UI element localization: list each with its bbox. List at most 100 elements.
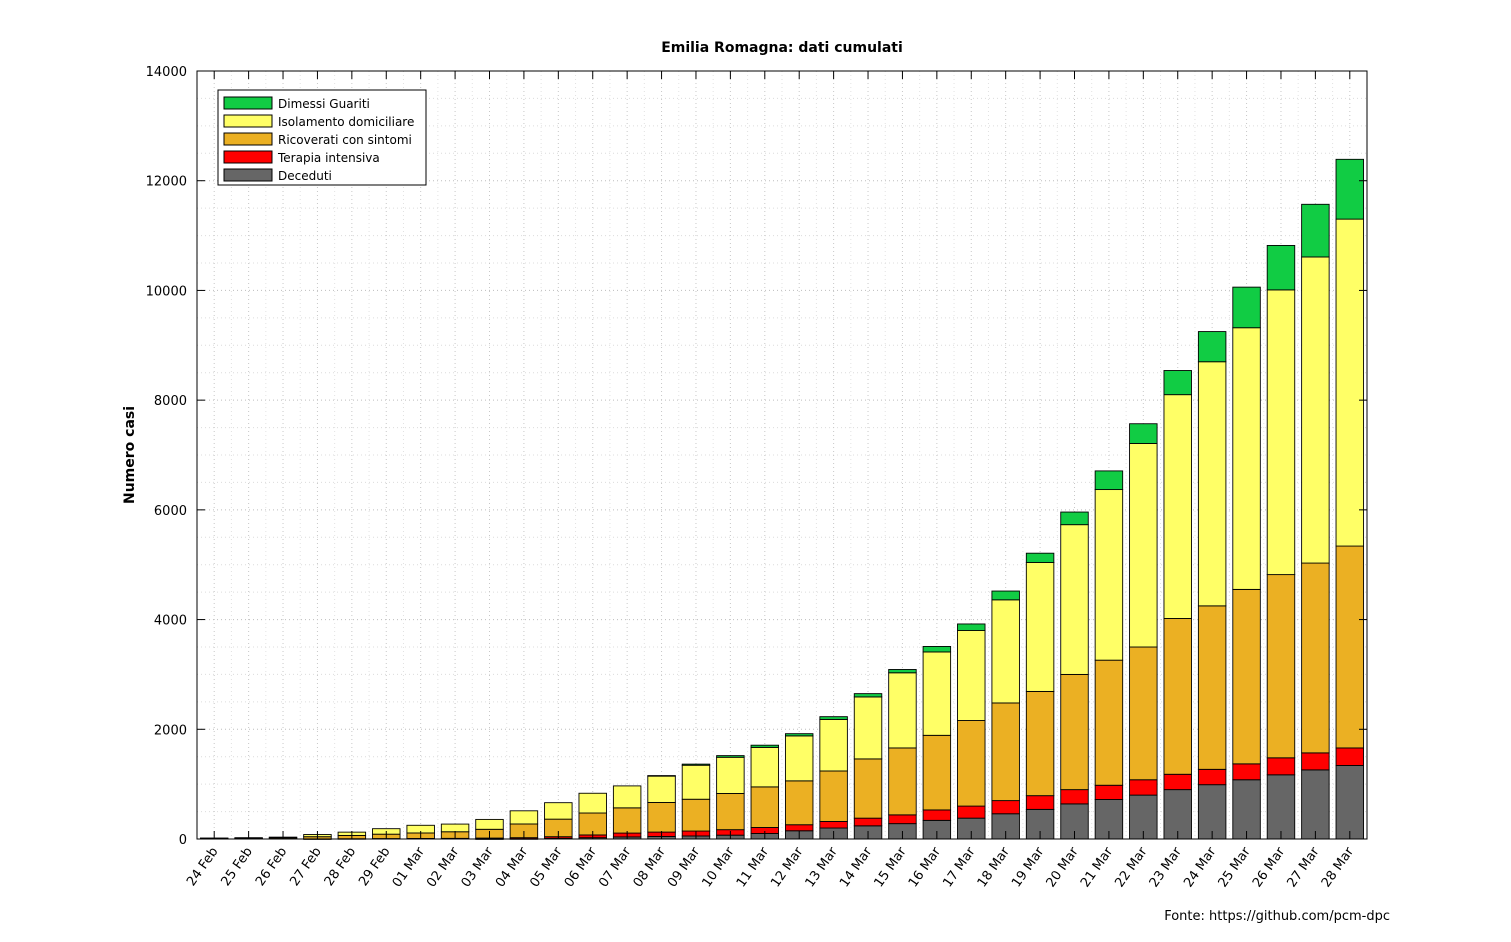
- plot-frame: [196, 70, 1368, 840]
- bar-isolamento-domiciliare-27: [1129, 443, 1158, 648]
- legend-swatch-deceduti: [223, 168, 273, 182]
- bar-isolamento-domiciliare-23: [991, 599, 1020, 704]
- legend-swatch-ricoverati-con-sintomi: [223, 132, 273, 146]
- bar-isolamento-domiciliare-24: [1025, 562, 1055, 692]
- bar-ricoverati-con-sintomi-17: [784, 780, 814, 826]
- bar-dimessi-guariti-33: [1335, 158, 1365, 220]
- legend-swatch-terapia-intensiva: [223, 150, 273, 164]
- bar-terapia-intensiva-28: [1163, 773, 1192, 791]
- bar-terapia-intensiva-21: [922, 809, 952, 821]
- bar-ricoverati-con-sintomi-31: [1266, 574, 1296, 759]
- bar-isolamento-domiciliare-7: [440, 823, 470, 833]
- bar-isolamento-domiciliare-10: [544, 802, 573, 820]
- bar-dimessi-guariti-14: [681, 763, 711, 766]
- legend-label: Dimessi Guariti: [278, 97, 370, 111]
- y-tick-label: 14000: [146, 65, 187, 80]
- bar-isolamento-domiciliare-21: [922, 651, 952, 736]
- bar-ricoverati-con-sintomi-30: [1232, 588, 1261, 765]
- bar-deceduti-33: [1335, 765, 1365, 840]
- bar-ricoverati-con-sintomi-15: [716, 793, 745, 831]
- bar-dimessi-guariti-20: [888, 669, 917, 674]
- bar-terapia-intensiva-17: [784, 824, 814, 832]
- y-axis-label: Numero casi: [122, 406, 138, 504]
- bar-terapia-intensiva-24: [1025, 795, 1055, 810]
- bar-isolamento-domiciliare-15: [716, 756, 745, 794]
- bar-dimessi-guariti-24: [1025, 552, 1055, 563]
- bar-deceduti-28: [1163, 789, 1192, 840]
- bar-ricoverati-con-sintomi-18: [819, 770, 848, 822]
- bar-isolamento-domiciliare-14: [681, 764, 711, 800]
- bar-terapia-intensiva-31: [1266, 757, 1296, 776]
- bar-deceduti-31: [1266, 774, 1296, 840]
- bar-ricoverati-con-sintomi-19: [853, 758, 883, 819]
- bars: [199, 158, 1365, 840]
- bar-dimessi-guariti-25: [1060, 511, 1089, 526]
- bar-isolamento-domiciliare-20: [888, 672, 917, 749]
- bar-deceduti-30: [1232, 779, 1261, 840]
- bar-terapia-intensiva-30: [1232, 763, 1261, 781]
- y-tick-label: 8000: [154, 394, 187, 409]
- y-tick-labels: 0 2000 4000 6000 8000 10000 12000 14000: [146, 65, 187, 848]
- bar-isolamento-domiciliare-8: [475, 818, 504, 830]
- bar-isolamento-domiciliare-18: [819, 718, 848, 772]
- bar-dimessi-guariti-29: [1197, 331, 1227, 363]
- bar-isolamento-domiciliare-11: [578, 792, 607, 814]
- axes: [196, 70, 1368, 840]
- bar-isolamento-domiciliare-17: [784, 735, 814, 782]
- bar-ricoverati-con-sintomi-28: [1163, 618, 1192, 775]
- bar-terapia-intensiva-32: [1301, 752, 1330, 771]
- legend-label: Ricoverati con sintomi: [278, 133, 412, 147]
- y-tick-label: 12000: [146, 175, 187, 190]
- bar-terapia-intensiva-25: [1060, 789, 1089, 805]
- y-tick-label: 4000: [154, 614, 187, 629]
- bar-dimessi-guariti-30: [1232, 286, 1261, 329]
- legend-swatch-dimessi-guariti: [223, 96, 273, 110]
- legend-swatch-isolamento-domiciliare: [223, 114, 273, 128]
- bar-isolamento-domiciliare-25: [1060, 524, 1089, 675]
- bar-isolamento-domiciliare-22: [957, 630, 986, 721]
- bar-isolamento-domiciliare-28: [1163, 394, 1192, 619]
- bar-ricoverati-con-sintomi-14: [681, 798, 711, 832]
- legend-label: Deceduti: [278, 169, 332, 183]
- chart-title: Emilia Romagna: dati cumulati: [661, 40, 903, 56]
- bar-isolamento-domiciliare-30: [1232, 327, 1261, 590]
- bar-ricoverati-con-sintomi-22: [957, 720, 986, 807]
- bar-ricoverati-con-sintomi-13: [647, 802, 676, 833]
- legend: Dimessi Guariti Isolamento domiciliare Ric…: [217, 89, 427, 186]
- bar-ricoverati-con-sintomi-16: [750, 786, 780, 828]
- bar-dimessi-guariti-27: [1129, 423, 1158, 444]
- bar-isolamento-domiciliare-29: [1197, 361, 1227, 607]
- bar-terapia-intensiva-18: [819, 820, 848, 829]
- legend-label: Isolamento domiciliare: [278, 115, 414, 129]
- bar-ricoverati-con-sintomi-25: [1060, 673, 1089, 791]
- bar-dimessi-guariti-17: [784, 733, 814, 737]
- bar-ricoverati-con-sintomi-12: [612, 807, 642, 834]
- bar-isolamento-domiciliare-31: [1266, 289, 1296, 576]
- bar-terapia-intensiva-33: [1335, 747, 1365, 766]
- bar-isolamento-domiciliare-33: [1335, 218, 1365, 547]
- bar-terapia-intensiva-29: [1197, 768, 1227, 786]
- bar-ricoverati-con-sintomi-29: [1197, 605, 1227, 770]
- bar-terapia-intensiva-19: [853, 817, 883, 827]
- bar-dimessi-guariti-16: [750, 744, 780, 748]
- bar-dimessi-guariti-31: [1266, 244, 1296, 291]
- bar-isolamento-domiciliare-19: [853, 696, 883, 760]
- bar-isolamento-domiciliare-12: [612, 785, 642, 809]
- y-tick-label: 10000: [146, 284, 187, 299]
- bar-dimessi-guariti-28: [1163, 370, 1192, 396]
- bar-dimessi-guariti-22: [957, 623, 986, 631]
- bar-dimessi-guariti-18: [819, 716, 848, 720]
- y-tick-label: 6000: [154, 504, 187, 519]
- bar-dimessi-guariti-32: [1301, 203, 1330, 258]
- bar-ricoverati-con-sintomi-26: [1094, 659, 1124, 786]
- bar-isolamento-domiciliare-16: [750, 746, 780, 788]
- bar-ricoverati-con-sintomi-23: [991, 702, 1020, 802]
- bar-deceduti-32: [1301, 769, 1330, 840]
- bar-terapia-intensiva-23: [991, 800, 1020, 815]
- bar-terapia-intensiva-22: [957, 805, 986, 819]
- bar-dimessi-guariti-19: [853, 693, 883, 698]
- bar-dimessi-guariti-13: [647, 775, 676, 777]
- y-tick-label: 2000: [154, 723, 187, 738]
- y-tick-label: 0: [179, 833, 187, 848]
